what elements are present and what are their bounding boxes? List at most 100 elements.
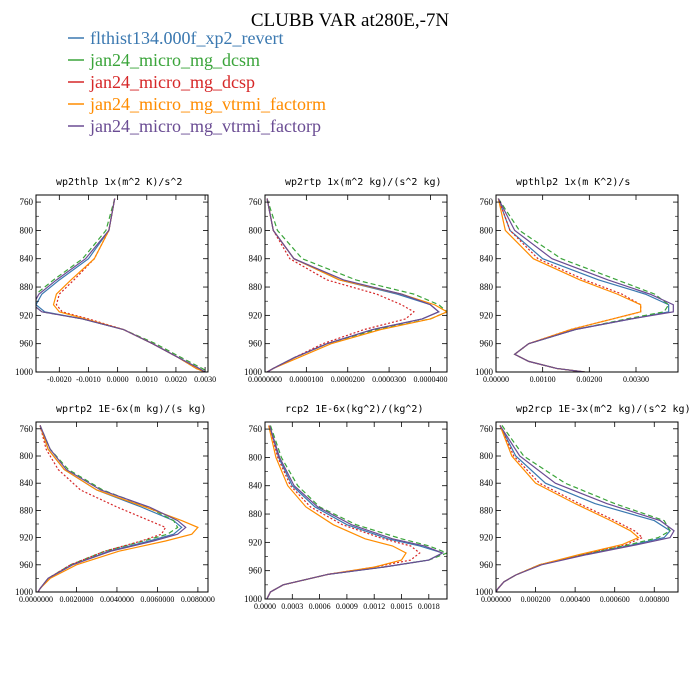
y-tick-label: 880 bbox=[249, 282, 263, 292]
series-line bbox=[497, 198, 674, 372]
series-line bbox=[266, 425, 421, 599]
y-tick-label: 840 bbox=[480, 254, 494, 264]
series-line bbox=[266, 425, 444, 599]
y-tick-label: 960 bbox=[20, 560, 34, 570]
panel: rcp2 1E-6x(kg^2)/(kg^2) 760 800 840 880 920 96… bbox=[244, 404, 448, 611]
x-tick-label: 0.0020 bbox=[165, 375, 187, 384]
legend-item: jan24_micro_mg_dcsp bbox=[68, 72, 255, 92]
y-tick-label: 960 bbox=[249, 339, 263, 349]
x-tick-label: 0.0060000 bbox=[140, 595, 174, 604]
series-line bbox=[37, 425, 187, 592]
y-tick-label: 1000 bbox=[15, 587, 34, 597]
plot-frame bbox=[495, 194, 679, 373]
x-tick-label: 0.0006 bbox=[309, 602, 331, 611]
panel-title: rcp2 1E-6x(kg^2)/(kg^2) bbox=[285, 404, 423, 415]
y-tick-label: 920 bbox=[20, 533, 34, 543]
y-tick-label: 840 bbox=[249, 481, 263, 491]
series-line bbox=[36, 198, 206, 372]
figure-title: CLUBB VAR at280E,-7N bbox=[251, 10, 450, 31]
y-tick-label: 880 bbox=[20, 282, 34, 292]
y-tick-label: 1000 bbox=[475, 587, 494, 597]
x-tick-label: 0.00100 bbox=[530, 375, 556, 384]
y-tick-label: 800 bbox=[480, 225, 494, 235]
x-tick-label: 0.0000300 bbox=[372, 375, 406, 384]
y-tick-label: 1000 bbox=[244, 367, 263, 377]
y-tick-label: 960 bbox=[480, 339, 494, 349]
x-tick-label: 0.00200 bbox=[576, 375, 602, 384]
x-tick-label: 0.000800 bbox=[639, 595, 669, 604]
x-tick-label: 0.0003 bbox=[281, 602, 303, 611]
y-tick-label: 920 bbox=[480, 310, 494, 320]
legend-item: flthist134.000f_xp2_revert bbox=[68, 28, 283, 48]
panel-title: wpthlp2 1x(m K^2)/s bbox=[516, 177, 630, 188]
x-tick-label: 0.0009 bbox=[336, 602, 358, 611]
series-line bbox=[496, 425, 644, 592]
y-tick-label: 920 bbox=[20, 310, 34, 320]
y-tick-label: 800 bbox=[249, 452, 263, 462]
series-line bbox=[36, 198, 208, 372]
panel-title: wp2rcp 1E-3x(m^2 kg)/(s^2 kg) bbox=[516, 404, 691, 415]
x-tick-label: 0.0040000 bbox=[100, 595, 134, 604]
x-tick-label: 0.0000000 bbox=[19, 595, 53, 604]
panel: wpthlp2 1x(m K^2)/s 760 800 840 880 920 960 100… bbox=[475, 177, 679, 384]
panel: wp2rtp 1x(m^2 kg)/(s^2 kg) 760 800 840 880 92… bbox=[244, 177, 448, 384]
y-tick-label: 760 bbox=[20, 424, 34, 434]
x-tick-label: 0.0080000 bbox=[181, 595, 215, 604]
y-tick-label: 760 bbox=[249, 424, 263, 434]
y-tick-label: 800 bbox=[20, 225, 34, 235]
x-tick-label: 0.0000400 bbox=[413, 375, 447, 384]
x-tick-label: 0.0012 bbox=[363, 602, 385, 611]
x-tick-label: 0.0020000 bbox=[59, 595, 93, 604]
plot-frame bbox=[35, 421, 209, 593]
y-tick-label: 880 bbox=[20, 505, 34, 515]
y-tick-label: 880 bbox=[480, 282, 494, 292]
x-tick-label: 0.000600 bbox=[600, 595, 630, 604]
y-tick-label: 840 bbox=[249, 254, 263, 264]
x-tick-label: 0.00300 bbox=[623, 375, 649, 384]
x-tick-label: -0.0010 bbox=[76, 375, 101, 384]
y-tick-label: 800 bbox=[20, 451, 34, 461]
legend-item: jan24_micro_mg_vtrmi_factorp bbox=[68, 116, 321, 136]
x-tick-label: 0.0015 bbox=[391, 602, 413, 611]
y-tick-label: 1000 bbox=[475, 367, 494, 377]
y-tick-label: 800 bbox=[480, 451, 494, 461]
x-tick-label: 0.0000 bbox=[107, 375, 129, 384]
legend-item: jan24_micro_mg_vtrmi_factorm bbox=[68, 94, 326, 114]
legend-label: jan24_micro_mg_vtrmi_factorp bbox=[89, 116, 321, 136]
panel: wp2thlp 1x(m^2 K)/s^2 760 800 840 880 920 960 1… bbox=[15, 177, 216, 384]
plot-frame bbox=[35, 194, 209, 373]
panel: wp2rcp 1E-3x(m^2 kg)/(s^2 kg) 760 800 840 88… bbox=[475, 404, 691, 604]
y-tick-label: 760 bbox=[20, 197, 34, 207]
x-tick-label: 0.000000 bbox=[481, 595, 511, 604]
legend: flthist134.000f_xp2_revertjan24_micro_mg… bbox=[68, 28, 326, 136]
series-group bbox=[266, 198, 447, 372]
legend-label: jan24_micro_mg_dcsm bbox=[89, 50, 260, 70]
y-tick-label: 880 bbox=[249, 509, 263, 519]
y-tick-label: 760 bbox=[480, 197, 494, 207]
y-tick-label: 760 bbox=[249, 197, 263, 207]
x-tick-label: 0.0000 bbox=[254, 602, 276, 611]
plot-frame bbox=[264, 421, 448, 600]
panels: wp2thlp 1x(m^2 K)/s^2 760 800 840 880 920 960 1… bbox=[15, 177, 691, 611]
y-tick-label: 840 bbox=[20, 254, 34, 264]
y-tick-label: 1000 bbox=[244, 594, 263, 604]
series-group bbox=[37, 425, 199, 592]
y-tick-label: 920 bbox=[480, 533, 494, 543]
x-tick-label: 0.00000 bbox=[483, 375, 509, 384]
series-group bbox=[36, 198, 208, 372]
x-tick-label: 0.0018 bbox=[418, 602, 440, 611]
series-line bbox=[266, 198, 440, 372]
y-tick-label: 960 bbox=[249, 566, 263, 576]
x-tick-label: 0.0010 bbox=[136, 375, 158, 384]
panel: wprtp2 1E-6x(m kg)/(s kg) 760 800 840 880 920… bbox=[15, 404, 215, 604]
y-tick-label: 960 bbox=[480, 560, 494, 570]
series-group bbox=[497, 198, 674, 372]
y-tick-label: 840 bbox=[480, 478, 494, 488]
y-tick-label: 920 bbox=[249, 537, 263, 547]
plot-frame bbox=[495, 421, 679, 593]
series-group bbox=[266, 425, 447, 599]
y-tick-label: 920 bbox=[249, 310, 263, 320]
y-tick-label: 800 bbox=[249, 225, 263, 235]
panel-title: wprtp2 1E-6x(m kg)/(s kg) bbox=[56, 404, 207, 415]
